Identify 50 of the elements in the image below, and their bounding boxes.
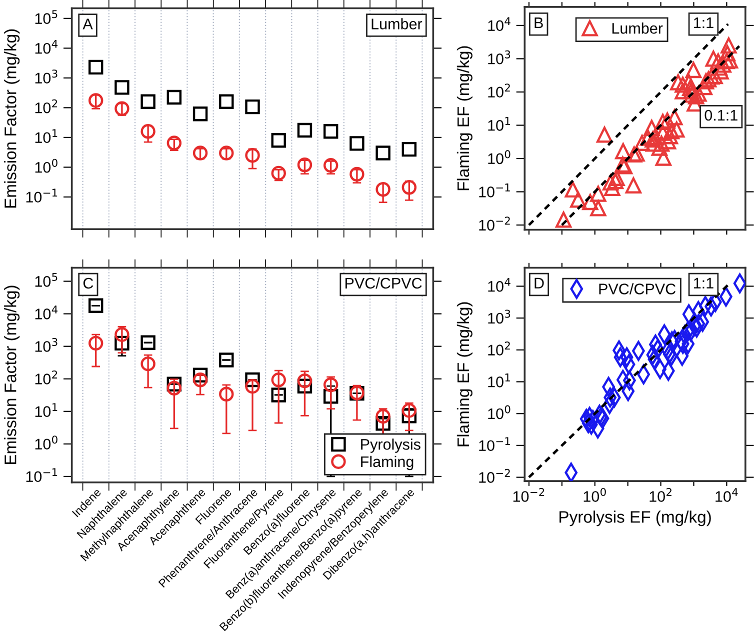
y-tick-label: 10$^{−1}$ <box>479 437 510 452</box>
y-tick-label: 10$^{2}$ <box>488 84 510 98</box>
y-tick-label: 10$^{−2}$ <box>479 468 510 483</box>
y-axis-title: Emission Factor (mg/kg) <box>4 29 20 208</box>
y-tick-label: 10$^{3}$ <box>35 338 58 352</box>
annotation: Lumber <box>372 18 422 30</box>
annotation: A <box>82 18 93 30</box>
y-tick-label: 10$^{2}$ <box>35 99 58 114</box>
y-tick-label: 10$^{0}$ <box>35 158 58 173</box>
y-axis-title: Flaming EF (mg/kg) <box>456 46 472 190</box>
x-tick-label: 10$^{2}$ <box>650 488 672 502</box>
y-tick-label: 10$^{−1}$ <box>26 468 58 482</box>
y-tick-label: 10$^{4}$ <box>488 17 510 32</box>
x-axis-title: Pyrolysis EF (mg/kg) <box>560 510 711 526</box>
legend-label: Flaming <box>361 456 414 470</box>
y-tick-label: 10$^{3}$ <box>488 310 510 324</box>
legend-label: Pyrolysis <box>361 438 420 453</box>
y-tick-label: 10$^{4}$ <box>35 306 58 320</box>
annotation: D <box>534 278 544 288</box>
y-tick-label: 10$^{2}$ <box>488 342 510 356</box>
y-tick-label: 10$^{4}$ <box>488 278 510 292</box>
y-tick-label: 10$^{0}$ <box>488 150 510 164</box>
y-tick-label: 10$^{4}$ <box>35 40 58 54</box>
annotation: 0.1:1 <box>704 110 738 121</box>
y-tick-label: 10$^{1}$ <box>35 403 58 417</box>
y-tick-label: 10$^{0}$ <box>488 405 510 420</box>
y-axis-title: Flaming EF (mg/kg) <box>456 302 472 446</box>
y-tick-label: 10$^{2}$ <box>35 370 58 384</box>
x-tick-label: 10$^{−2}$ <box>513 488 544 502</box>
y-tick-label: 10$^{5}$ <box>35 10 58 24</box>
y-tick-label: 10$^{5}$ <box>35 273 58 287</box>
y-axis-title: Emission Factor (mg/kg) <box>4 286 20 464</box>
x-tick-label: 10$^{4}$ <box>716 488 738 502</box>
y-tick-label: 10$^{3}$ <box>35 70 58 84</box>
legend-label: PVC/CPVC <box>599 283 676 294</box>
legend-label: Lumber <box>612 22 663 34</box>
y-tick-label: 10$^{0}$ <box>35 436 58 450</box>
annotation: 1:1 <box>694 18 714 28</box>
y-tick-label: 10$^{1}$ <box>488 117 510 131</box>
annotation: C <box>83 278 94 289</box>
y-tick-label: 10$^{1}$ <box>488 374 510 388</box>
y-tick-label: 10$^{3}$ <box>488 50 510 64</box>
annotation: B <box>534 18 543 28</box>
annotation: PVC/CPVC <box>345 277 422 289</box>
annotation: 1:1 <box>694 278 714 288</box>
y-tick-label: 10$^{1}$ <box>35 129 58 144</box>
y-tick-label: 10$^{−2}$ <box>479 216 510 231</box>
y-tick-label: 10$^{−1}$ <box>479 184 510 198</box>
x-tick-label: 10$^{0}$ <box>584 488 606 502</box>
y-tick-label: 10$^{−1}$ <box>26 188 58 203</box>
